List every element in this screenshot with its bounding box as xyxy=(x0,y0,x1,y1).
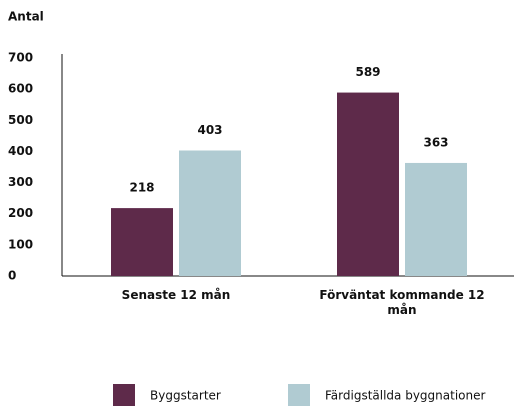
y-tick-label: 200 xyxy=(8,206,33,220)
y-tick-label: 100 xyxy=(8,237,33,251)
legend-label: Färdigställda byggnationer xyxy=(325,389,485,403)
y-tick-label: 400 xyxy=(8,144,33,158)
bar xyxy=(405,162,467,276)
y-tick-label: 500 xyxy=(8,113,33,127)
x-tick-label: Förväntat kommande 12 mån xyxy=(319,288,485,317)
y-tick-label: 600 xyxy=(8,82,33,96)
legend-label: Byggstarter xyxy=(150,389,221,403)
x-tick-label: Senaste 12 mån xyxy=(121,288,231,302)
data-label: 218 xyxy=(129,181,154,195)
bar xyxy=(337,92,399,276)
y-tick-label: 300 xyxy=(8,175,33,189)
legend-swatch xyxy=(113,384,135,406)
bar xyxy=(179,150,241,276)
legend-swatch xyxy=(288,384,310,406)
y-tick-label: 0 xyxy=(8,269,16,283)
y-tick-label: 700 xyxy=(8,51,33,65)
y-axis-label: Antal xyxy=(8,10,44,24)
data-label: 363 xyxy=(423,135,448,149)
bar xyxy=(111,208,173,276)
data-label: 589 xyxy=(355,65,380,79)
data-label: 403 xyxy=(197,123,222,137)
